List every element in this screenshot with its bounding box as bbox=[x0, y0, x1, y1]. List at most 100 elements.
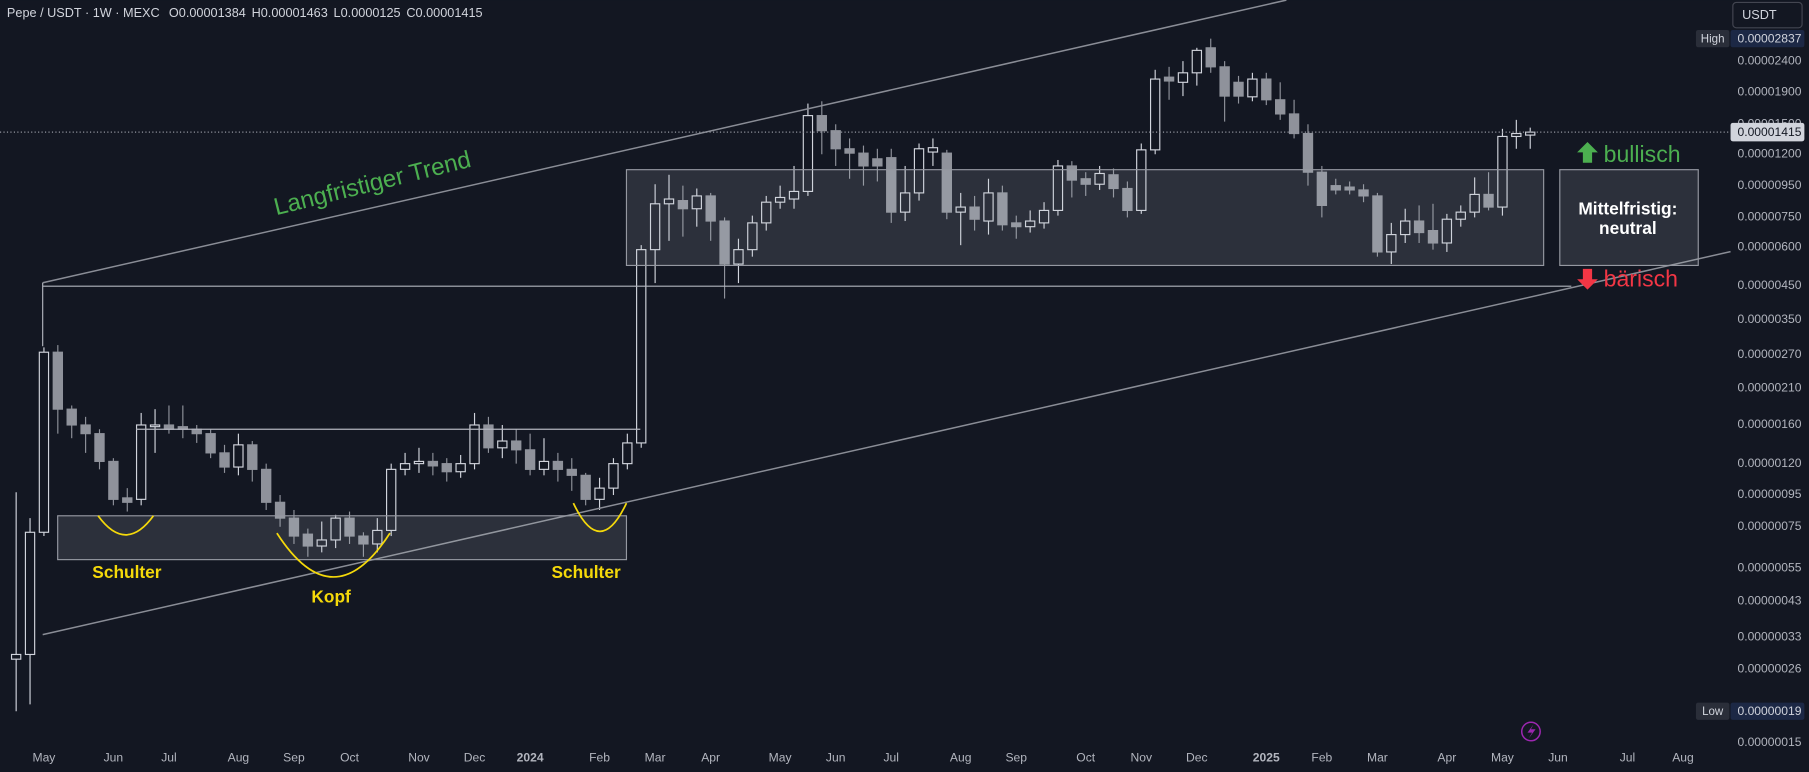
candle-body bbox=[483, 424, 494, 449]
arrow-up bbox=[1577, 141, 1598, 163]
y-tick-label: 0.00001200 bbox=[1737, 146, 1801, 160]
candle-body bbox=[302, 533, 314, 547]
marker-name: High bbox=[1701, 33, 1725, 45]
candle-body bbox=[469, 424, 480, 465]
x-tick-label: May bbox=[32, 750, 56, 764]
currency-label: USDT bbox=[1742, 8, 1777, 22]
candle-body bbox=[1136, 149, 1147, 212]
candle-body bbox=[149, 424, 161, 428]
y-tick-label: 0.00000015 bbox=[1737, 735, 1801, 749]
candle-body bbox=[705, 195, 716, 222]
ohlc-value: 0.00001463 bbox=[261, 6, 328, 20]
candle-body bbox=[1163, 76, 1175, 82]
alert-icon[interactable] bbox=[1520, 721, 1541, 742]
x-tick-label: Jul bbox=[1620, 750, 1635, 764]
shoulder-arc bbox=[97, 515, 155, 536]
candle-body bbox=[108, 460, 119, 500]
candle-body bbox=[927, 147, 939, 153]
candle-body bbox=[1302, 132, 1314, 173]
bearish-label: bärisch bbox=[1604, 266, 1678, 292]
ohlc-value: 0.00001384 bbox=[179, 6, 246, 20]
y-tick-label: 0.00000055 bbox=[1737, 561, 1801, 575]
y-tick-label: 0.00000160 bbox=[1737, 417, 1801, 431]
candle-body bbox=[1066, 165, 1078, 181]
candle-body bbox=[955, 206, 966, 213]
candle-body bbox=[1191, 49, 1203, 74]
marker-name-box bbox=[1695, 702, 1730, 720]
x-tick-label: Feb bbox=[1311, 750, 1332, 764]
alert-circle bbox=[1520, 721, 1541, 742]
candle-body bbox=[122, 497, 133, 503]
outlook-label: neutral bbox=[1599, 218, 1657, 238]
y-tick-label: 0.00000950 bbox=[1737, 178, 1801, 192]
candle-body bbox=[1149, 78, 1161, 151]
x-tick-label: Apr bbox=[701, 750, 720, 764]
candle-body bbox=[802, 115, 814, 193]
y-tick-label: 0.00001900 bbox=[1737, 85, 1801, 99]
x-tick-label: Mar bbox=[1367, 750, 1388, 764]
candle-body bbox=[497, 440, 508, 449]
candle-body bbox=[1372, 195, 1383, 253]
candle-body bbox=[1233, 81, 1244, 97]
x-tick-label: Mar bbox=[645, 750, 666, 764]
candle-body bbox=[844, 148, 855, 154]
range-box bbox=[625, 169, 1545, 267]
candle-body bbox=[538, 460, 550, 470]
candle-body bbox=[663, 198, 675, 205]
candle-body bbox=[386, 468, 397, 531]
candle-body bbox=[1330, 185, 1341, 191]
y-tick-label: 0.00000210 bbox=[1737, 381, 1801, 395]
candles bbox=[10, 38, 1536, 712]
x-tick-label: Apr bbox=[1437, 750, 1456, 764]
x-tick-label: Nov bbox=[1131, 750, 1153, 764]
candle-body bbox=[1094, 172, 1105, 185]
candle-body bbox=[1024, 220, 1036, 228]
x-tick-label: 2024 bbox=[517, 750, 544, 764]
head-arc bbox=[276, 532, 391, 578]
candle-body bbox=[747, 222, 758, 251]
y-tick-label: 0.00002400 bbox=[1737, 53, 1801, 67]
candle-body bbox=[427, 460, 439, 467]
candle-body bbox=[330, 517, 341, 541]
x-tick-label: May bbox=[769, 750, 793, 764]
ohlc-value: 0.00001415 bbox=[416, 6, 483, 20]
candle-body bbox=[1011, 222, 1022, 228]
candle-body bbox=[94, 433, 105, 462]
x-tick-label: Jun bbox=[104, 750, 124, 764]
bullish-label: bullisch bbox=[1604, 141, 1681, 167]
currency-button[interactable]: USDT bbox=[1732, 1, 1803, 29]
candle-body bbox=[1358, 189, 1369, 197]
trend-line bbox=[42, 0, 1287, 284]
price-label: 0.00001415 bbox=[1737, 125, 1801, 139]
candle-body bbox=[1261, 78, 1272, 101]
outlook-box bbox=[1559, 169, 1699, 267]
candle-body bbox=[1038, 209, 1050, 224]
x-tick-label: May bbox=[1491, 750, 1515, 764]
pattern-label: Kopf bbox=[311, 586, 351, 606]
x-tick-label: Aug bbox=[228, 750, 250, 764]
candle-body bbox=[1205, 47, 1216, 68]
candle-body bbox=[163, 424, 175, 430]
y-tick-label: 0.00000600 bbox=[1737, 240, 1801, 254]
candle-body bbox=[969, 206, 980, 220]
candle-body bbox=[1108, 174, 1119, 190]
y-tick-label: 0.00000026 bbox=[1737, 661, 1801, 675]
candle-body bbox=[1052, 165, 1064, 212]
candle-body bbox=[983, 192, 994, 222]
candle-body bbox=[274, 501, 286, 519]
ohlc-value: 0.0000125 bbox=[341, 6, 401, 20]
x-tick-label: Oct bbox=[1076, 750, 1095, 764]
x-tick-label: Dec bbox=[464, 750, 486, 764]
candle-body bbox=[1455, 211, 1466, 220]
candle-body bbox=[566, 468, 577, 476]
candle-body bbox=[260, 468, 272, 503]
candle-body bbox=[316, 539, 327, 547]
ohlc-prefix: O bbox=[169, 6, 179, 20]
price-badge bbox=[1730, 122, 1805, 142]
candle-body bbox=[719, 220, 730, 265]
candle-body bbox=[913, 148, 925, 194]
candle-body bbox=[247, 444, 258, 470]
candle-body bbox=[552, 460, 564, 470]
candle-body bbox=[788, 190, 800, 200]
